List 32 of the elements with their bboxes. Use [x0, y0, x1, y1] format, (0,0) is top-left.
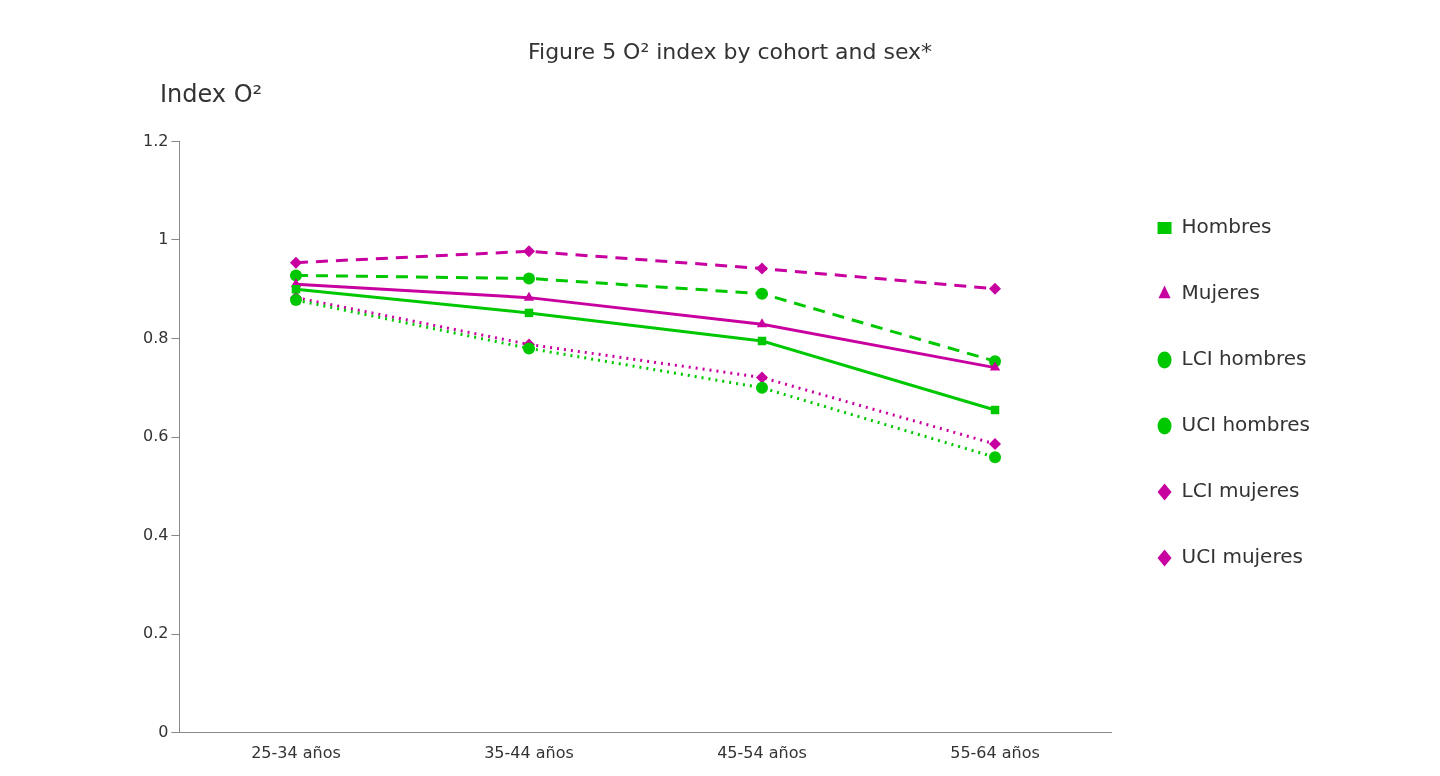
legend-label: Hombres	[1181, 214, 1272, 239]
legend-label: UCI mujeres	[1181, 544, 1303, 569]
y-tick-label: 1.2	[142, 130, 169, 150]
point	[289, 269, 302, 282]
point	[756, 262, 769, 275]
legend-label: UCI hombres	[1181, 412, 1311, 437]
point	[989, 451, 1002, 464]
legend-label: LCI hombres	[1181, 346, 1307, 371]
point	[522, 342, 535, 355]
x-tick-label: 45-54 años	[717, 742, 807, 762]
point	[989, 361, 1001, 371]
point	[756, 318, 768, 328]
y-tick-label: 0	[158, 721, 169, 741]
point	[989, 438, 1002, 450]
chart-title: Figure 5 O² index by cohort and sex*	[527, 38, 933, 64]
point	[989, 282, 1002, 295]
point	[756, 381, 769, 394]
legend-label: LCI mujeres	[1181, 478, 1300, 503]
y-axis-title: Index O²	[160, 80, 263, 108]
x-tick-label: 55-64 años	[950, 742, 1040, 762]
x-tick-label: 35-44 años	[484, 742, 574, 762]
x-tick-label: 25-34 años	[251, 742, 341, 762]
legend-label: Mujeres	[1181, 280, 1260, 305]
y-tick-label: 0.2	[142, 623, 169, 643]
y-tick-label: 0.8	[142, 327, 169, 347]
y-tick-label: 0.4	[142, 524, 169, 544]
y-tick-label: 1	[158, 229, 169, 249]
point	[289, 256, 302, 269]
y-tick-label: 0.6	[142, 426, 169, 446]
point	[756, 287, 769, 300]
point	[523, 291, 535, 301]
point	[522, 272, 535, 285]
